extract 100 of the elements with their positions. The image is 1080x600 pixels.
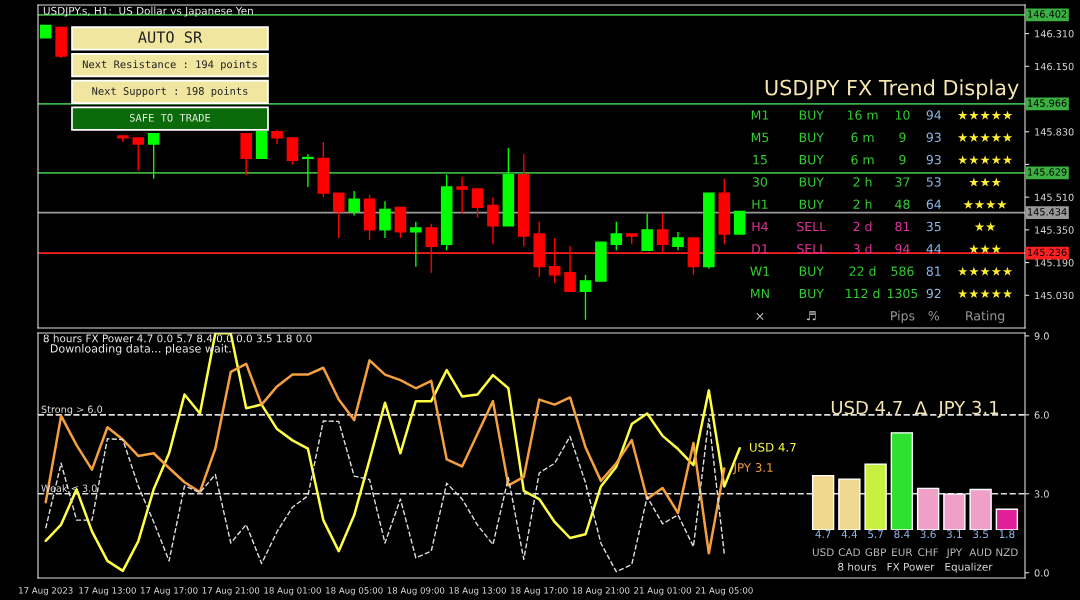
annotation: 44 (926, 244, 942, 254)
annotation: ★★★★★ (957, 132, 1013, 142)
annotation: BUY (799, 266, 824, 276)
candlestick (471, 188, 484, 219)
x-tick-label: JPY (946, 548, 963, 559)
annotation: ★★★ (969, 244, 1002, 254)
annotation: × (756, 312, 764, 320)
x-tick-label: 18 Aug 01:00 (264, 587, 321, 596)
x-tick-label: NZD (996, 548, 1018, 556)
annotation: BUY (799, 199, 824, 209)
annotation: 10 (895, 110, 910, 120)
annotation: H1 (752, 199, 768, 209)
candlestick (656, 212, 669, 254)
text: USDJPY FX Trend Display (765, 79, 1019, 100)
annotation: ★★★ (969, 177, 1002, 187)
candlestick (487, 196, 499, 245)
series-label: USD 4.7 (749, 442, 796, 452)
data-label: 3.5 (973, 530, 988, 539)
candlestick (286, 137, 299, 166)
bar (995, 508, 1019, 530)
candlestick (610, 221, 623, 252)
candlestick (579, 274, 592, 321)
x-tick-label: GBP (865, 548, 887, 557)
x-tick-label: 17 Aug 21:00 (202, 587, 260, 596)
annotation: ♬ (806, 311, 816, 321)
annotation: 3 d (853, 243, 872, 254)
ref-line-label: 145.629 (1028, 168, 1067, 176)
annotation: M5 (751, 132, 769, 143)
annotation: D1 (752, 244, 768, 254)
bar (864, 463, 887, 530)
annotation: H4 (752, 221, 768, 232)
data-label: 1.8 (999, 530, 1015, 539)
candlestick (348, 190, 360, 217)
annotation: 2 h (853, 177, 872, 187)
annotation: 94 (926, 110, 942, 120)
annotation: W1 (750, 266, 769, 276)
annotation: 53 (926, 177, 941, 187)
annotation: 2 h (853, 199, 872, 209)
annotation: 1305 (887, 288, 918, 299)
bar (969, 488, 992, 530)
annotation: BUY (799, 132, 824, 143)
annotation: MN (751, 288, 769, 298)
y-tick-label: 146.310 (1035, 30, 1074, 38)
annotation: 94 (895, 244, 910, 254)
x-tick-label: 18 Aug 13:00 (449, 587, 506, 596)
ref-line-label: 145.434 (1028, 208, 1067, 216)
data-label: 3.1 (946, 530, 962, 539)
y-tick-label: 145.030 (1035, 291, 1074, 300)
ref-line-label: Strong > 6.0 (41, 405, 103, 415)
x-tick-label: AUD (969, 548, 992, 557)
annotation: 2 d (853, 221, 872, 232)
candlestick (302, 153, 314, 188)
candlestick (564, 245, 576, 292)
y-tick-label: 145.830 (1035, 128, 1074, 136)
candlestick (132, 137, 145, 172)
annotation: ★★★★ (963, 199, 1007, 209)
x-tick-label: 21 Aug 01:00 (634, 587, 692, 596)
bar (811, 474, 835, 530)
x-tick-label: 18 Aug 17:00 (511, 587, 568, 596)
candlestick (379, 200, 391, 239)
annotation: BUY (799, 288, 824, 299)
y-tick-label: 6.0 (1034, 411, 1049, 419)
candlestick (410, 221, 422, 268)
x-tick-label: CHF (918, 548, 939, 557)
x-tick-label: CAD (838, 548, 860, 557)
candlestick (147, 133, 160, 180)
data-label: 5.7 (868, 530, 884, 539)
x-tick-label: 18 Aug 21:00 (572, 587, 630, 596)
data-label: 4.4 (841, 530, 858, 538)
annotation: Next Resistance : 194 points (82, 60, 257, 71)
annotation: 112 d (846, 288, 880, 299)
annotation: 93 (926, 154, 941, 165)
data-label: 8.4 (894, 530, 910, 539)
annotation: 81 (926, 266, 941, 276)
y-tick-label: 145.190 (1035, 259, 1074, 267)
annotation: 35 (926, 221, 941, 232)
annotation: ★★★★★ (957, 266, 1013, 276)
text: AUTO SR (138, 31, 203, 43)
ref-line-label: 145.236 (1028, 248, 1067, 256)
data-label: 3.6 (920, 530, 936, 539)
annotation: Next Support : 198 points (92, 86, 248, 97)
series-label: JPY 3.1 (732, 463, 773, 475)
x-tick-label: USD (812, 548, 834, 557)
annotation: 64 (926, 199, 942, 209)
annotation: SAFE TO TRADE (129, 113, 211, 122)
ref-line-label: 146.402 (1028, 10, 1067, 18)
annotation: ★★ (974, 222, 996, 232)
annotation: 6 m (851, 132, 874, 143)
bar (943, 493, 966, 530)
annotation: 48 (895, 199, 910, 209)
x-tick-label: 21 Aug 05:00 (695, 587, 753, 596)
y-tick-label: 145.350 (1035, 226, 1074, 234)
ref-line-label: 145.966 (1028, 99, 1067, 107)
annotation: ★★★★★ (957, 110, 1013, 120)
candlestick (548, 237, 561, 284)
data-label: 4.7 (815, 530, 831, 538)
annotation: 9 (899, 132, 906, 143)
annotation: 22 d (849, 266, 876, 276)
x-tick-label: 17 Aug 17:00 (141, 587, 198, 596)
x-tick-label: 18 Aug 09:00 (387, 587, 445, 596)
